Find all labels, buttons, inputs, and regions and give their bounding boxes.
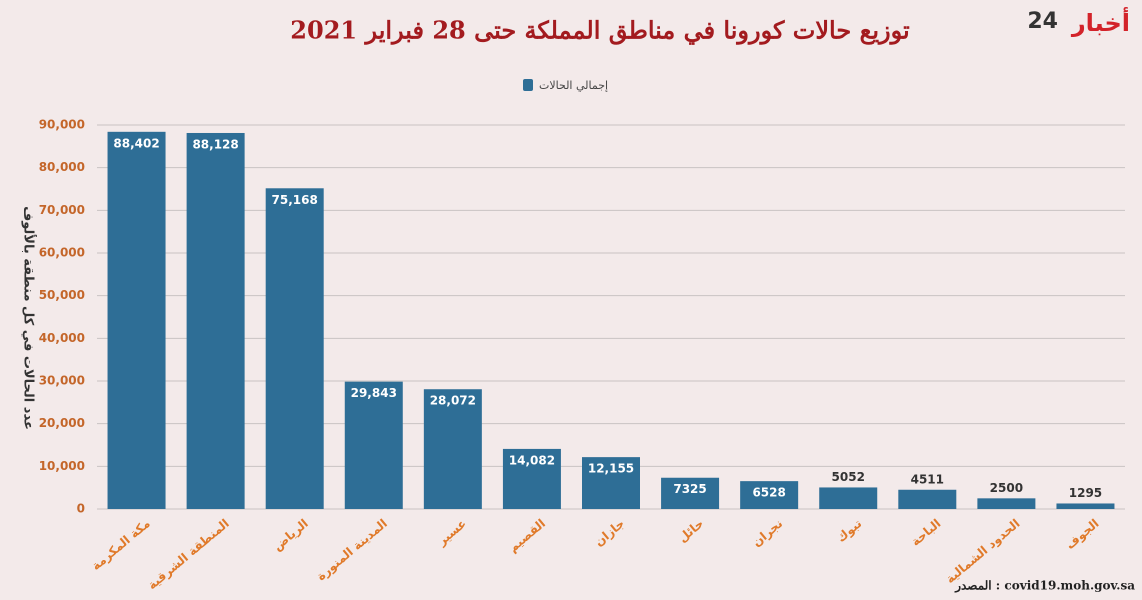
- y-tick-label: 20,000: [39, 416, 85, 430]
- data-label: 7325: [673, 482, 706, 496]
- y-tick-label: 90,000: [39, 118, 85, 132]
- y-tick-label: 40,000: [39, 331, 85, 345]
- bar: [186, 132, 245, 510]
- bar: [1056, 503, 1115, 509]
- data-label: 1295: [1069, 486, 1102, 500]
- bar: [819, 487, 878, 509]
- source: المصدر : covid19.moh.gov.sa: [954, 579, 1135, 594]
- data-label: 14,082: [509, 453, 555, 467]
- bar: [740, 481, 799, 509]
- bar: [107, 131, 166, 510]
- y-tick-label: 70,000: [39, 203, 85, 217]
- data-label: 5052: [832, 470, 865, 484]
- data-label: 28,072: [430, 394, 476, 408]
- bar: [344, 381, 403, 509]
- y-tick-label: 30,000: [39, 374, 85, 388]
- data-label: 6528: [752, 486, 785, 500]
- data-label: 88,128: [192, 137, 238, 151]
- logo-number: 24: [1027, 9, 1058, 34]
- data-label: 75,168: [272, 193, 318, 207]
- y-tick-label: 0: [77, 502, 85, 516]
- bar: [977, 498, 1036, 509]
- data-label: 29,843: [351, 386, 397, 400]
- legend-label: إجمالي الحالات: [539, 79, 608, 92]
- data-label: 12,155: [588, 462, 634, 476]
- y-tick-label: 10,000: [39, 459, 85, 473]
- y-tick-label: 60,000: [39, 246, 85, 260]
- y-tick-label: 50,000: [39, 288, 85, 302]
- legend-swatch: [523, 79, 533, 91]
- bar: [265, 188, 324, 509]
- data-label: 4511: [911, 472, 944, 486]
- bar: [898, 489, 957, 509]
- logo-word: أخبار: [1071, 7, 1130, 37]
- bar: [423, 389, 482, 509]
- y-axis-label: عدد الحالات في كل منطقة بالألوف: [21, 206, 38, 430]
- bar: [582, 457, 640, 509]
- data-label: 2500: [990, 481, 1023, 495]
- chart-title: توزيع حالات كورونا في مناطق المملكة حتى …: [290, 16, 910, 46]
- y-tick-label: 80,000: [39, 160, 85, 174]
- logo: أخبار 24: [1027, 7, 1130, 37]
- bar: [502, 448, 561, 509]
- bar: [661, 477, 720, 509]
- data-label: 88,402: [113, 136, 159, 150]
